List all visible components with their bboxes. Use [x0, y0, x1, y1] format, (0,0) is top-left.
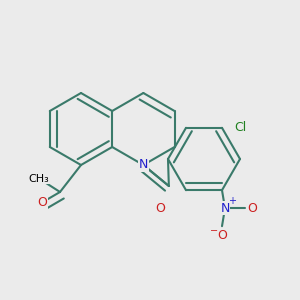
- Text: O: O: [37, 196, 47, 209]
- Text: CH₃: CH₃: [28, 173, 50, 184]
- Text: N: N: [220, 202, 230, 215]
- Text: Cl: Cl: [234, 121, 246, 134]
- Text: +: +: [229, 196, 236, 206]
- Text: O: O: [155, 202, 165, 215]
- Text: CH₃: CH₃: [28, 173, 50, 184]
- Text: O: O: [248, 202, 257, 215]
- Text: O: O: [155, 202, 165, 215]
- Text: N: N: [139, 158, 148, 172]
- Text: −: −: [210, 226, 219, 236]
- Text: O: O: [217, 229, 227, 242]
